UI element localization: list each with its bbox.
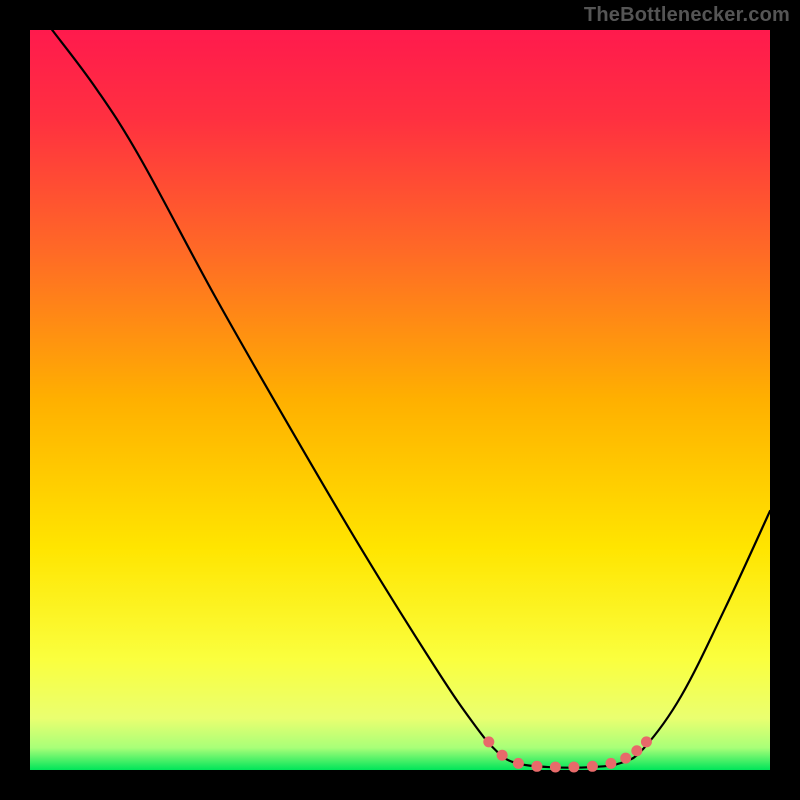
marker-dot <box>587 761 598 772</box>
marker-dot <box>513 758 524 769</box>
marker-dot <box>631 745 642 756</box>
marker-dot <box>620 753 631 764</box>
marker-dot <box>605 758 616 769</box>
marker-dot <box>483 736 494 747</box>
marker-dot <box>568 762 579 773</box>
marker-dot <box>531 761 542 772</box>
marker-dot <box>550 762 561 773</box>
bottleneck-chart <box>0 0 800 800</box>
marker-dot <box>641 736 652 747</box>
chart-container: TheBottlenecker.com <box>0 0 800 800</box>
marker-dot <box>497 750 508 761</box>
watermark-text: TheBottlenecker.com <box>584 4 790 27</box>
gradient-background <box>30 30 770 770</box>
